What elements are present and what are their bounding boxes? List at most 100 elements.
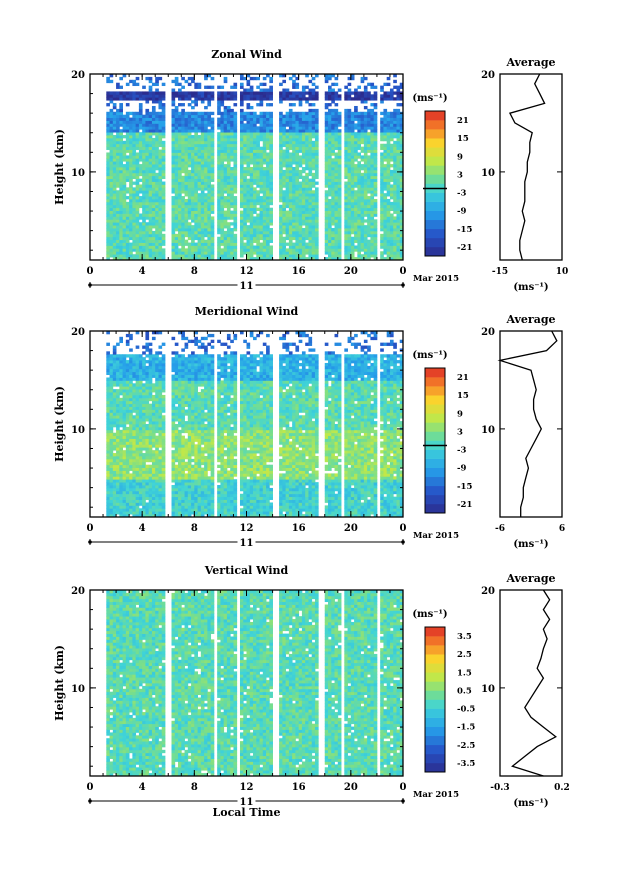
heatmap-cell <box>363 196 368 200</box>
heatmap-cell <box>396 190 401 194</box>
heatmap-cell <box>292 207 296 211</box>
heatmap-cell <box>200 196 205 200</box>
heatmap-cell <box>116 406 120 410</box>
heatmap-cell <box>119 94 123 98</box>
heatmap-cell <box>301 175 306 180</box>
heatmap-cell <box>181 213 185 217</box>
heatmap-cell <box>210 216 215 220</box>
heatmap-cell <box>399 225 404 229</box>
heatmap-cell <box>288 196 293 200</box>
heatmap-cell <box>393 196 397 200</box>
heatmap-cell <box>389 233 394 238</box>
heatmap-cell <box>233 103 238 107</box>
heatmap-cell <box>389 146 394 150</box>
heatmap-cell <box>288 190 293 194</box>
heatmap-cell <box>233 146 238 150</box>
heatmap-cell <box>399 219 404 223</box>
heatmap-cell <box>226 239 231 243</box>
heatmap-cell <box>334 143 339 148</box>
heatmap-cell <box>282 216 287 220</box>
heatmap-cell <box>109 461 114 466</box>
heatmap-cell <box>367 181 371 185</box>
heatmap-cell <box>191 120 195 124</box>
heatmap-cell <box>399 114 404 118</box>
heatmap-cell <box>344 152 348 156</box>
heatmap-cell <box>106 421 110 425</box>
heatmap-cell <box>138 97 143 101</box>
heatmap-cell <box>363 126 368 130</box>
heatmap-cell <box>217 178 221 182</box>
heatmap-cell <box>106 473 110 477</box>
heatmap-cell <box>370 129 375 133</box>
heatmap-cell <box>360 175 365 180</box>
heatmap-cell <box>200 210 205 214</box>
heatmap-cell <box>256 190 260 194</box>
heatmap-cell <box>171 196 176 200</box>
heatmap-cell <box>148 164 153 168</box>
heatmap-cell <box>129 490 133 495</box>
heatmap-cell <box>184 225 189 229</box>
heatmap-cell <box>174 155 179 159</box>
heatmap-cell <box>334 161 339 165</box>
heatmap-cell <box>125 126 130 130</box>
heatmap-cell <box>314 117 319 121</box>
heatmap-cell <box>204 222 208 226</box>
heatmap-cell <box>370 143 375 148</box>
heatmap-cell <box>155 251 159 255</box>
heatmap-cell <box>350 190 355 194</box>
heatmap-cell <box>344 184 348 188</box>
heatmap-cell <box>116 248 120 252</box>
heatmap-cell <box>360 233 365 238</box>
heatmap-cell <box>249 187 254 191</box>
heatmap-cell <box>350 114 355 118</box>
heatmap-cell <box>269 198 273 203</box>
heatmap-cell <box>243 97 247 101</box>
heatmap-cell <box>204 230 208 235</box>
heatmap-cell <box>256 239 260 243</box>
heatmap-cell <box>386 175 391 180</box>
heatmap-cell <box>119 97 123 101</box>
heatmap-cell <box>259 172 264 177</box>
heatmap-cell <box>269 123 273 127</box>
heatmap-cell <box>217 251 221 255</box>
heatmap-cell <box>132 196 137 200</box>
heatmap-cell <box>393 225 397 229</box>
heatmap-cell <box>311 155 316 159</box>
heatmap-cell <box>373 213 378 217</box>
heatmap-cell <box>181 190 185 194</box>
heatmap-cell <box>112 348 117 352</box>
heatmap-cell <box>125 499 130 503</box>
heatmap-cell <box>148 213 153 217</box>
heatmap-cell <box>311 158 316 162</box>
heatmap-cell <box>171 120 176 124</box>
heatmap-cell <box>223 239 228 243</box>
heatmap-cell <box>119 511 123 515</box>
heatmap-cell <box>360 222 365 226</box>
heatmap-cell <box>253 94 257 98</box>
heatmap-cell <box>125 508 130 512</box>
heatmap-cell <box>328 111 332 116</box>
heatmap-cell <box>360 193 365 197</box>
heatmap-cell <box>223 111 228 116</box>
heatmap-cell <box>308 198 313 203</box>
heatmap-cell <box>171 254 176 258</box>
heatmap-cell <box>249 137 254 142</box>
heatmap-cell <box>155 155 159 159</box>
heatmap-cell <box>112 149 117 153</box>
heatmap-cell <box>204 184 208 188</box>
heatmap-cell <box>145 207 150 211</box>
heatmap-cell <box>171 242 176 246</box>
heatmap-cell <box>298 149 303 153</box>
heatmap-cell <box>292 219 296 223</box>
heatmap-cell <box>210 155 215 159</box>
heatmap-cell <box>106 123 110 127</box>
heatmap-cell <box>181 201 185 206</box>
heatmap-cell <box>367 161 371 165</box>
heatmap-cell <box>259 201 264 206</box>
heatmap-cell <box>217 152 221 156</box>
heatmap-cell <box>269 248 273 252</box>
heatmap-cell <box>367 254 371 258</box>
heatmap-cell <box>383 111 388 116</box>
heatmap-cell <box>399 126 404 130</box>
heatmap-cell <box>181 137 185 142</box>
